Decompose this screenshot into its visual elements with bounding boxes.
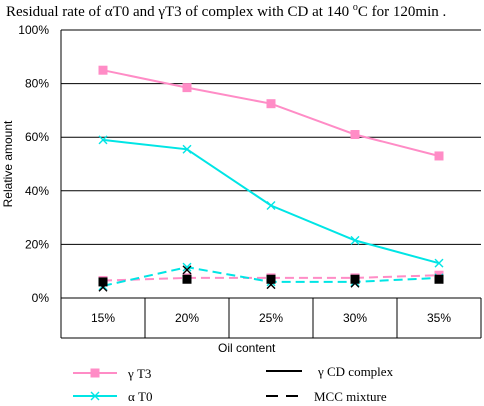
gridlines — [61, 29, 481, 245]
chart-title-tail: C for 120min . — [357, 4, 447, 20]
data-point-s1-3-stroke-b — [350, 235, 360, 245]
x-tick-label: 15% — [91, 311, 115, 325]
data-point-s1-1-stroke-b — [182, 144, 192, 154]
legend-series-label-0: γ T3 — [127, 366, 151, 381]
axes — [60, 30, 482, 339]
axis-labels: 0% 20% 40% 60% 80% 100% 15% 20% 25% 30% 35% Oil con… — [1, 23, 451, 355]
x-tick-label: 25% — [259, 311, 283, 325]
degree-superscript: o — [352, 2, 358, 13]
chart-title-lead: Residual rate of αT0 and γT3 of complex … — [6, 4, 353, 20]
legend-style-label-0: γ CD complex — [317, 364, 394, 379]
data-point-s0-4 — [434, 151, 444, 161]
data-point-s3-1 — [182, 262, 192, 272]
y-tick-label: 20% — [25, 237, 49, 251]
y-tick-label: 80% — [25, 77, 49, 91]
data-point-s1-1 — [182, 144, 192, 154]
black-point-1-2 — [266, 274, 276, 284]
data-markers — [98, 65, 444, 292]
data-point-s0-1 — [182, 83, 192, 93]
data-point-s1-4 — [434, 258, 444, 268]
data-point-s1-3 — [350, 235, 360, 245]
x-axis-title: Oil content — [218, 341, 276, 355]
legend-series-marker-1 — [90, 391, 100, 401]
data-point-s1-2-stroke-b — [266, 201, 276, 211]
black-point-0-1-stroke-b — [182, 265, 192, 275]
black-point-1-0 — [98, 277, 108, 287]
data-point-s1-0-stroke-b — [98, 135, 108, 145]
black-point-1-3 — [350, 274, 360, 284]
chart-title: Residual rate of αT0 and γT3 of complex … — [6, 2, 446, 21]
series-line-0 — [102, 69, 440, 157]
x-tick-label: 20% — [175, 311, 199, 325]
black-point-1-4 — [434, 274, 444, 284]
legend-style-label-1: MCC mixture — [314, 389, 387, 404]
x-tick-label: 35% — [427, 311, 451, 325]
black-point-0-1 — [182, 265, 192, 275]
y-tick-label: 40% — [25, 184, 49, 198]
y-tick-label: 60% — [25, 130, 49, 144]
y-tick-label: 0% — [32, 291, 50, 305]
y-axis-title: Relative amount — [1, 120, 15, 207]
legend-series-marker-1-stroke-b — [90, 391, 100, 401]
legend-series-label-1: α T0 — [128, 389, 153, 404]
data-point-s0-3 — [350, 130, 360, 140]
data-point-s1-4-stroke-b — [434, 258, 444, 268]
data-point-s3-1-stroke-b — [182, 262, 192, 272]
y-tick-label: 100% — [18, 23, 49, 37]
data-point-s1-0 — [98, 135, 108, 145]
data-point-s0-2 — [266, 99, 276, 109]
data-point-s1-2 — [266, 201, 276, 211]
data-point-s0-0 — [98, 65, 108, 75]
legend-series-marker-0 — [90, 368, 100, 378]
legend: γ T3 α T0 γ CD complex MCC mixture — [73, 364, 394, 404]
black-point-1-1 — [182, 274, 192, 284]
x-tick-label: 30% — [343, 311, 367, 325]
